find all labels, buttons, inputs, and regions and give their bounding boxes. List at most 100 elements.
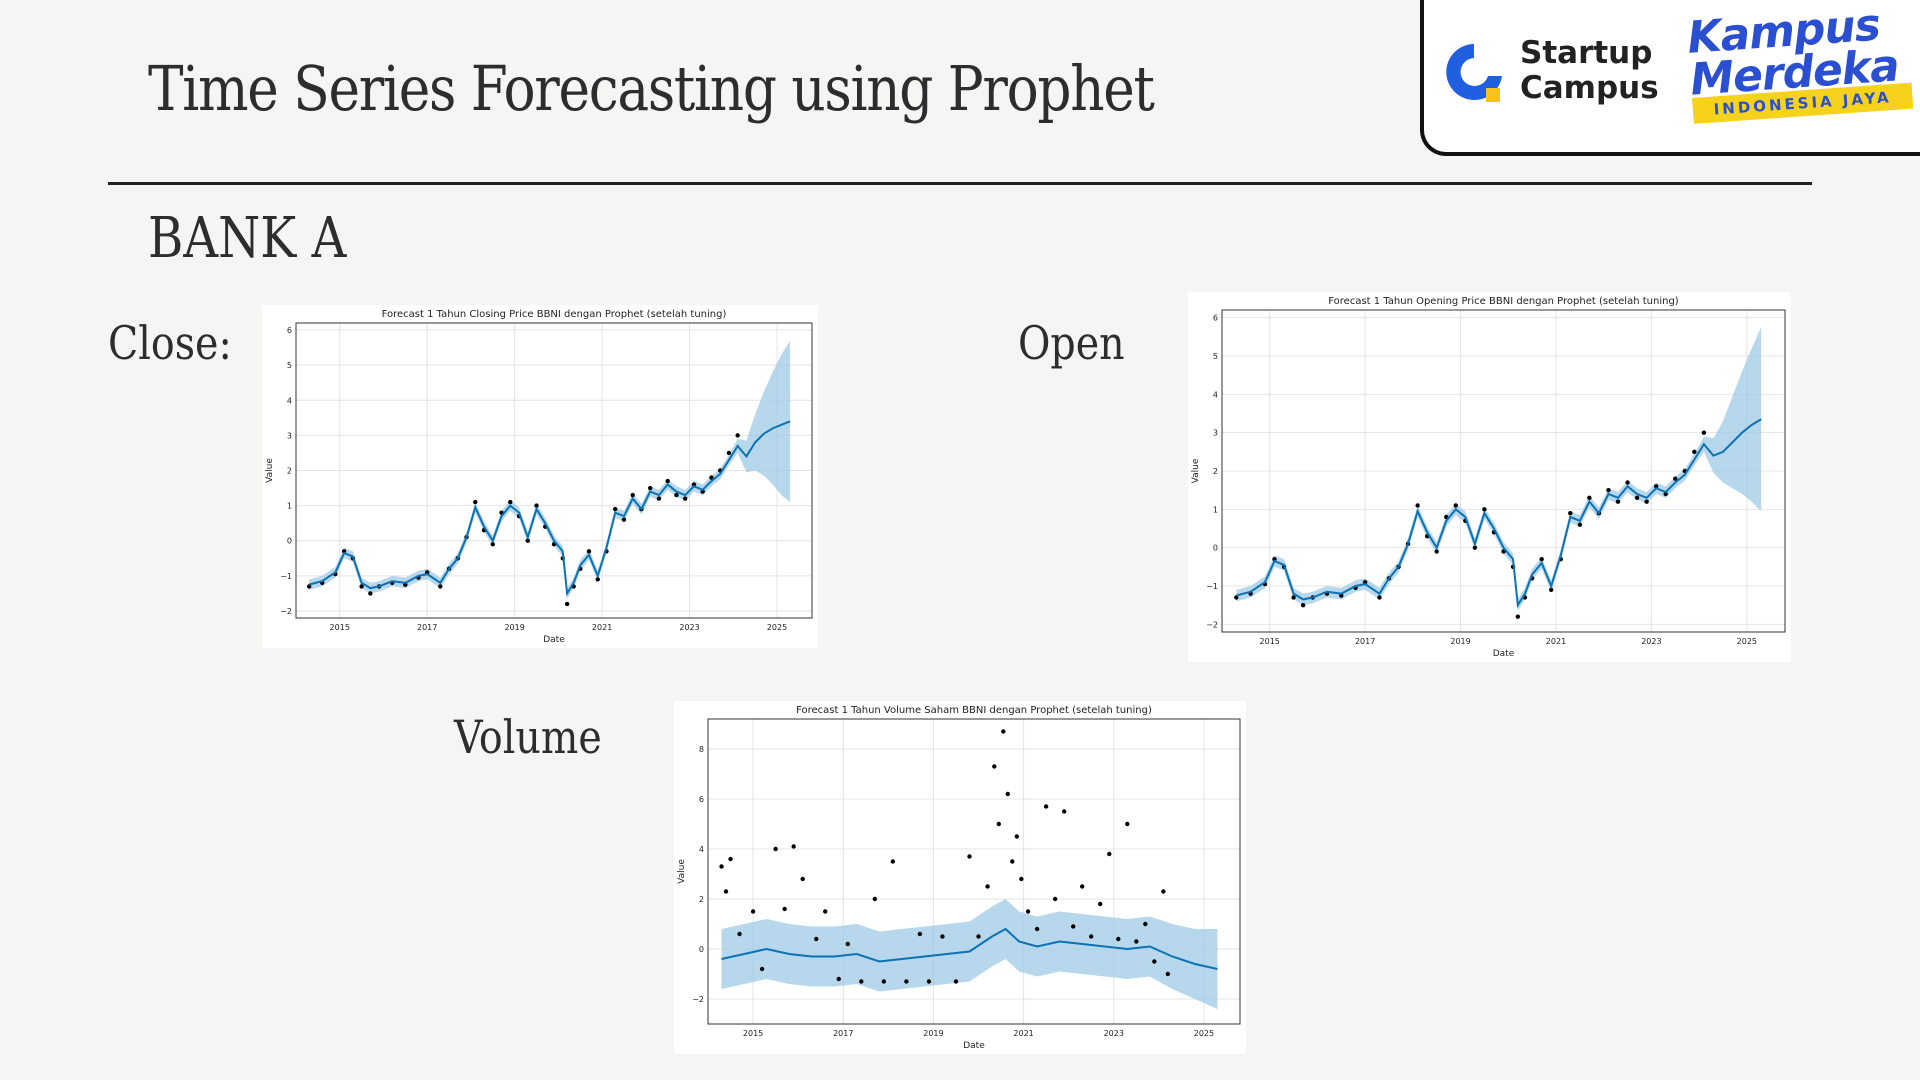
actual-point	[1098, 901, 1103, 907]
y-tick-label: −2	[692, 995, 704, 1004]
forecast-line	[308, 420, 791, 597]
actual-point	[1080, 884, 1085, 889]
x-tick-label: 2017	[417, 623, 437, 632]
y-tick-label: 1	[1213, 505, 1218, 514]
actual-point	[1625, 480, 1630, 485]
actual-point	[1539, 556, 1544, 562]
volume-forecast-chart: Forecast 1 Tahun Volume Saham BBNI denga…	[674, 701, 1246, 1054]
actual-point	[1291, 595, 1296, 600]
chart-title: Forecast 1 Tahun Volume Saham BBNI denga…	[796, 705, 1152, 716]
y-tick-label: 4	[1213, 390, 1218, 399]
y-tick-label: 1	[287, 502, 292, 511]
actual-point	[1701, 430, 1707, 435]
y-tick-label: 5	[287, 361, 292, 370]
actual-point	[691, 482, 697, 487]
plot-frame	[295, 322, 813, 619]
actual-point	[737, 931, 742, 937]
actual-point	[1453, 503, 1458, 508]
actual-point	[1014, 834, 1020, 839]
actual-point	[700, 489, 705, 494]
actual-point	[1515, 614, 1521, 619]
actual-point	[1116, 936, 1121, 942]
actual-point	[1052, 896, 1058, 902]
actual-point	[1025, 909, 1031, 914]
startup-campus-line-1: Startup	[1520, 35, 1653, 71]
actual-point	[1019, 876, 1024, 882]
plot-frame	[1221, 309, 1786, 633]
actual-point	[967, 854, 972, 859]
label-open: Open	[1018, 316, 1125, 370]
y-tick-label: −2	[1206, 620, 1218, 629]
y-tick-label: 0	[699, 945, 704, 954]
actual-point	[1362, 579, 1368, 585]
actual-point	[595, 577, 600, 582]
actual-point	[859, 979, 864, 984]
actual-point	[953, 979, 959, 984]
label-volume: Volume	[454, 710, 602, 764]
plot-frame	[707, 718, 1241, 1025]
actual-point	[630, 492, 635, 498]
x-tick-label: 2021	[1546, 637, 1566, 646]
y-tick-label: 2	[287, 467, 292, 476]
actual-point	[1692, 449, 1697, 455]
actual-point	[1134, 939, 1139, 944]
actual-point	[985, 884, 990, 889]
y-tick-label: 6	[287, 326, 292, 335]
x-tick-label: 2023	[1104, 1029, 1124, 1038]
actual-point	[1663, 491, 1668, 497]
section-heading: BANK A	[148, 206, 347, 271]
y-axis-label: Value	[265, 458, 275, 483]
actual-point	[917, 931, 923, 937]
chart-title: Forecast 1 Tahun Opening Price BBNI deng…	[1328, 296, 1679, 307]
actual-point	[1070, 924, 1076, 929]
actual-point	[1152, 959, 1157, 964]
y-tick-label: 6	[1213, 314, 1218, 323]
actual-point	[564, 601, 570, 607]
x-tick-label: 2025	[1737, 637, 1757, 646]
actual-point	[940, 934, 945, 939]
actual-point	[881, 979, 887, 984]
actual-point	[1673, 476, 1678, 481]
actual-point	[1482, 507, 1487, 512]
x-tick-label: 2019	[504, 623, 524, 632]
forecast-line	[1236, 418, 1762, 609]
y-tick-label: 8	[699, 745, 704, 754]
close-forecast-chart: Forecast 1 Tahun Closing Price BBNI deng…	[262, 305, 818, 648]
slide-title: Time Series Forecasting using Prophet	[148, 52, 1155, 125]
startup-campus-wordmark: Startup Campus	[1520, 36, 1659, 106]
actual-point	[782, 906, 787, 912]
actual-point	[438, 584, 443, 589]
y-tick-label: 4	[287, 396, 292, 405]
actual-point	[890, 859, 896, 864]
actual-point	[1653, 484, 1659, 489]
actual-point	[1043, 804, 1049, 809]
x-tick-label: 2019	[1450, 637, 1470, 646]
actual-point	[621, 517, 627, 522]
actual-point	[1577, 522, 1583, 527]
x-axis-label: Date	[1493, 649, 1515, 659]
actual-point	[814, 936, 819, 942]
actual-point	[1125, 821, 1130, 827]
actual-point	[723, 889, 729, 894]
actual-point	[1010, 859, 1015, 864]
actual-point	[1644, 499, 1649, 504]
actual-point	[586, 549, 592, 554]
actual-point	[1143, 921, 1148, 927]
y-tick-label: 4	[699, 845, 704, 854]
uncertainty-band	[721, 899, 1218, 1009]
actual-point	[508, 499, 513, 505]
actual-point	[773, 846, 778, 852]
x-tick-label: 2019	[923, 1029, 943, 1038]
y-tick-label: 5	[1213, 352, 1218, 361]
actual-point	[1434, 549, 1439, 554]
y-tick-label: 3	[1213, 429, 1218, 438]
actual-point	[1005, 791, 1011, 797]
logo-panel: Startup Campus Kampus Merdeka INDONESIA …	[1420, 0, 1920, 156]
startup-campus-line-2: Campus	[1520, 70, 1659, 106]
x-tick-label: 2015	[743, 1029, 763, 1038]
x-tick-label: 2015	[330, 623, 350, 632]
actual-point	[1234, 595, 1239, 600]
x-tick-label: 2021	[592, 623, 612, 632]
actual-point	[1568, 510, 1573, 516]
actual-point	[800, 876, 805, 882]
